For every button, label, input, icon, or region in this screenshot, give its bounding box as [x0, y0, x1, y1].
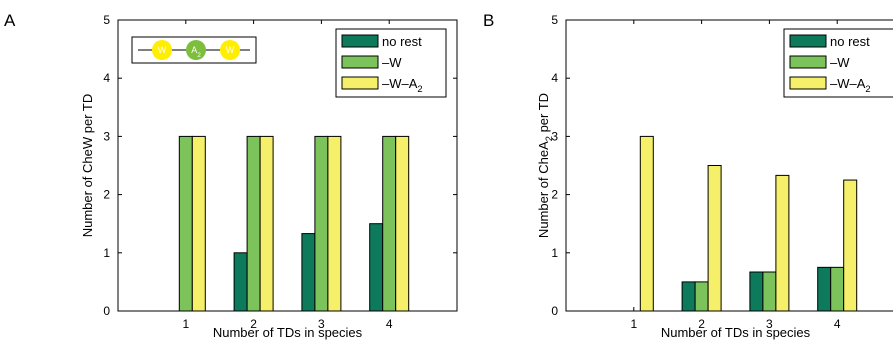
panel-letter-b: B — [483, 11, 494, 30]
y-tick-label: 2 — [551, 188, 558, 202]
x-axis-title: Number of TDs in species — [213, 325, 363, 340]
x-tick-label: 2 — [250, 317, 257, 331]
bar-series-1-cat-4 — [817, 266, 832, 312]
inset-node-w-left-label: W — [158, 45, 167, 55]
x-tick-label: 4 — [386, 317, 393, 331]
bar-series-1-cat-2 — [233, 252, 248, 312]
inset-node-a2 — [186, 40, 206, 60]
legend-swatch-3 — [789, 76, 827, 90]
x-axis-title: Number of TDs in species — [661, 325, 811, 340]
bar-series-3-cat-2 — [707, 165, 722, 312]
y-tick-label: 1 — [551, 246, 558, 260]
legend-swatch-1 — [341, 34, 379, 48]
y-tick-label: 5 — [551, 13, 558, 27]
x-tick-label: 4 — [834, 317, 841, 331]
panel-b: B 0 1 2 3 4 5 1 2 3 4 Number of TDs in species Numb… — [483, 11, 893, 340]
x-tick-label: 1 — [182, 317, 189, 331]
legend-label-3: –W–A2 — [382, 76, 423, 94]
plot-area-frame — [117, 19, 458, 312]
bar-series-2-cat-3 — [314, 135, 329, 312]
y-axis-title: Number of CheA2 per TD — [536, 93, 554, 238]
legend-label-1: no rest — [830, 34, 870, 49]
y-tick-label: 0 — [551, 304, 558, 318]
bar-series-1-cat-3 — [749, 271, 764, 312]
x-tick-label: 3 — [766, 317, 773, 331]
legend-label-2: –W — [830, 55, 850, 70]
bar-series-3-cat-4 — [843, 179, 858, 312]
bar-series-3-cat-1 — [639, 135, 654, 312]
inset-node-w-left — [152, 40, 172, 60]
legend-label-3: –W–A2 — [830, 76, 871, 94]
legend-label-2: –W — [382, 55, 402, 70]
bar-series-2-cat-2 — [694, 281, 709, 312]
y-tick-label: 2 — [103, 188, 110, 202]
inset-node-w-right-label: W — [226, 45, 235, 55]
bar-series-2-cat-2 — [246, 135, 261, 312]
legend-swatch-2 — [341, 55, 379, 69]
y-tick-label: 0 — [103, 304, 110, 318]
y-tick-label: 1 — [103, 246, 110, 260]
y-axis-title: Number of CheW per TD — [80, 94, 95, 238]
y-tick-label: 4 — [103, 71, 110, 85]
bar-series-1-cat-3 — [301, 233, 316, 312]
legend-swatch-2 — [789, 55, 827, 69]
x-tick-label: 1 — [630, 317, 637, 331]
legend-swatch-1 — [789, 34, 827, 48]
x-tick-label: 3 — [318, 317, 325, 331]
y-tick-label: 4 — [551, 71, 558, 85]
panel-a: A 0 1 2 3 4 5 1 2 3 4 Number of TDs in species Numb… — [4, 11, 458, 340]
plot-area-frame — [565, 19, 893, 312]
panel-letter-a: A — [4, 11, 16, 30]
bar-series-3-cat-3 — [327, 135, 342, 312]
y-tick-label: 5 — [103, 13, 110, 27]
bar-series-2-cat-3 — [762, 271, 777, 312]
legend-label-1: no rest — [382, 34, 422, 49]
bar-series-1-cat-2 — [681, 281, 696, 312]
legend-swatch-3 — [341, 76, 379, 90]
bar-series-3-cat-4 — [395, 135, 410, 312]
x-tick-label: 2 — [698, 317, 705, 331]
y-tick-label: 3 — [103, 129, 110, 143]
bar-series-3-cat-1 — [191, 135, 206, 312]
bar-series-3-cat-2 — [259, 135, 274, 312]
bar-series-1-cat-4 — [369, 223, 384, 312]
bar-series-3-cat-3 — [775, 174, 790, 312]
inset-node-a2-label: A2 — [191, 45, 201, 59]
bar-series-2-cat-1 — [178, 135, 193, 312]
y-tick-label: 3 — [551, 129, 558, 143]
inset-node-w-right — [220, 40, 240, 60]
bar-series-2-cat-4 — [382, 135, 397, 312]
bar-series-2-cat-4 — [830, 266, 845, 312]
